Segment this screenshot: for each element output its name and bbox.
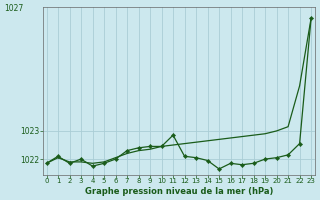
X-axis label: Graphe pression niveau de la mer (hPa): Graphe pression niveau de la mer (hPa) — [84, 187, 273, 196]
Text: 1027: 1027 — [4, 4, 23, 13]
